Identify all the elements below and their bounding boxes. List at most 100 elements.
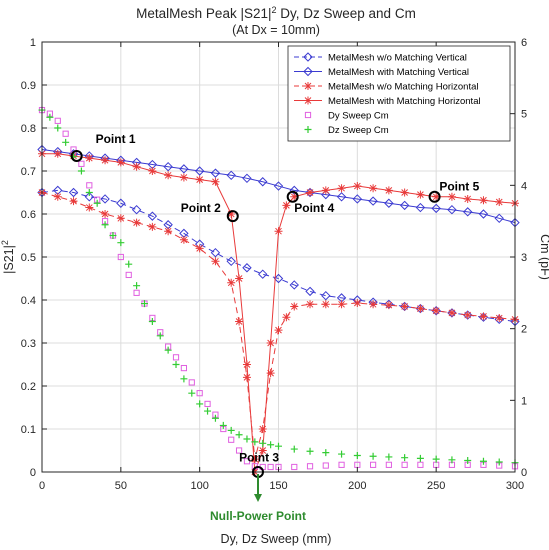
data-point (204, 407, 212, 415)
x-tick-label: 150 (269, 480, 287, 492)
data-point (116, 214, 125, 223)
data-point (235, 431, 243, 439)
data-point (180, 364, 188, 372)
data-point (164, 227, 173, 236)
data-point (243, 458, 251, 465)
y-right-tick-label: 2 (521, 324, 527, 336)
y-left-tick-label: 0.1 (21, 424, 36, 436)
data-point (188, 379, 195, 386)
series-3 (38, 149, 519, 476)
data-point (275, 442, 282, 450)
data-point (463, 194, 472, 203)
data-point (211, 177, 220, 186)
data-point (495, 458, 503, 466)
data-point (290, 302, 299, 311)
data-point (384, 301, 393, 310)
x-tick-label: 50 (115, 480, 127, 492)
data-point (227, 210, 236, 218)
legend-label: MetalMesh w/o Matching Horizontal (328, 82, 478, 93)
data-point (148, 222, 157, 231)
data-point (337, 184, 346, 193)
data-point (243, 435, 251, 443)
data-point (242, 173, 252, 184)
data-point (251, 438, 259, 446)
data-point (235, 274, 244, 283)
data-point (306, 463, 314, 470)
data-point (370, 461, 377, 468)
data-point (369, 452, 377, 460)
data-point (282, 313, 291, 322)
data-point (116, 158, 125, 167)
data-point (132, 162, 141, 171)
data-point (101, 221, 109, 229)
y-left-tick-label: 0.6 (21, 209, 36, 221)
annotation-label: Point 3 (239, 450, 279, 464)
axes: 0 50 100 150 200 250 30000.10.20.30.40.50.60.7… (21, 37, 527, 492)
annotations: Point 1 Point 2 Point 3 Point 4 Point 5 Null-… (70, 132, 480, 523)
legend-marker (304, 111, 312, 119)
data-point (273, 273, 284, 284)
annotation-marker (70, 149, 83, 162)
data-point (148, 318, 156, 325)
data-point (385, 461, 392, 468)
data-point (464, 457, 472, 465)
legend-marker (304, 82, 312, 90)
data-point (322, 449, 330, 457)
data-point (194, 166, 205, 176)
text-layer: MetalMesh Peak |S21|2 Dy, Dz Sweep and C… (0, 5, 549, 546)
data-point (369, 300, 378, 309)
data-point (306, 300, 315, 309)
data-point (172, 354, 180, 361)
data-point (267, 441, 275, 449)
data-point (54, 117, 61, 124)
data-point (273, 181, 284, 191)
y-right-axis-label: Cm (pF) (538, 234, 549, 280)
annotation-marker (428, 190, 441, 203)
data-point (148, 167, 157, 175)
data-point (321, 290, 331, 301)
legend-box (287, 45, 511, 142)
data-point (432, 192, 441, 201)
data-point (195, 175, 204, 184)
data-point (416, 454, 424, 462)
y-left-tick-label: 0.2 (21, 381, 36, 393)
data-point (68, 187, 79, 198)
y-right-tick-label: 0 (521, 467, 527, 479)
legend-label: MetalMesh w/o Matching Vertical (328, 53, 467, 64)
annotation-label: Point 1 (96, 132, 136, 146)
legend-label: MetalMesh with Matching Horizontal (328, 96, 481, 107)
data-point (291, 463, 298, 471)
data-point (133, 282, 141, 290)
data-point (179, 235, 188, 244)
annotation-label: Point 2 (181, 201, 221, 215)
data-point (53, 149, 62, 158)
data-point (219, 421, 227, 429)
data-point (432, 455, 440, 463)
y-left-axis-label: |S21|2 (0, 240, 16, 274)
data-point (84, 192, 95, 202)
data-point (101, 210, 110, 218)
series-layer (37, 106, 520, 476)
data-point (235, 317, 244, 326)
data-point (305, 286, 315, 297)
y-left-tick-label: 0.8 (21, 123, 36, 135)
data-point (235, 447, 243, 454)
data-point (478, 209, 489, 219)
legend-marker (304, 126, 312, 133)
data-point (140, 300, 148, 308)
x-tick-label: 250 (427, 480, 445, 492)
y-right-tick-label: 4 (521, 180, 527, 192)
data-point (85, 154, 94, 163)
data-point (196, 390, 203, 397)
data-point (228, 436, 235, 443)
legend-marker (303, 52, 313, 62)
legend: MetalMesh w/o Matching Vertical MetalMesh… (287, 45, 511, 142)
data-point (369, 184, 378, 193)
data-point (338, 450, 346, 458)
data-point (353, 299, 362, 308)
y-right-tick-label: 5 (521, 109, 527, 121)
data-point (289, 280, 299, 290)
data-point (117, 239, 125, 247)
data-point (196, 400, 204, 408)
data-point (400, 188, 409, 197)
